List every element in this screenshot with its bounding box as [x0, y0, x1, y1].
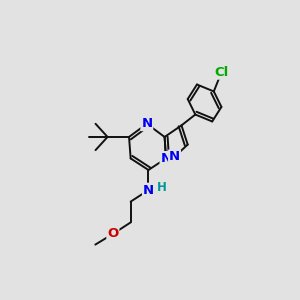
Text: O: O — [107, 227, 118, 241]
Text: N: N — [169, 150, 180, 163]
Text: Cl: Cl — [214, 66, 229, 79]
Text: H: H — [158, 181, 167, 194]
Text: N: N — [141, 117, 152, 130]
Text: N: N — [143, 184, 154, 196]
Text: N: N — [160, 152, 172, 165]
